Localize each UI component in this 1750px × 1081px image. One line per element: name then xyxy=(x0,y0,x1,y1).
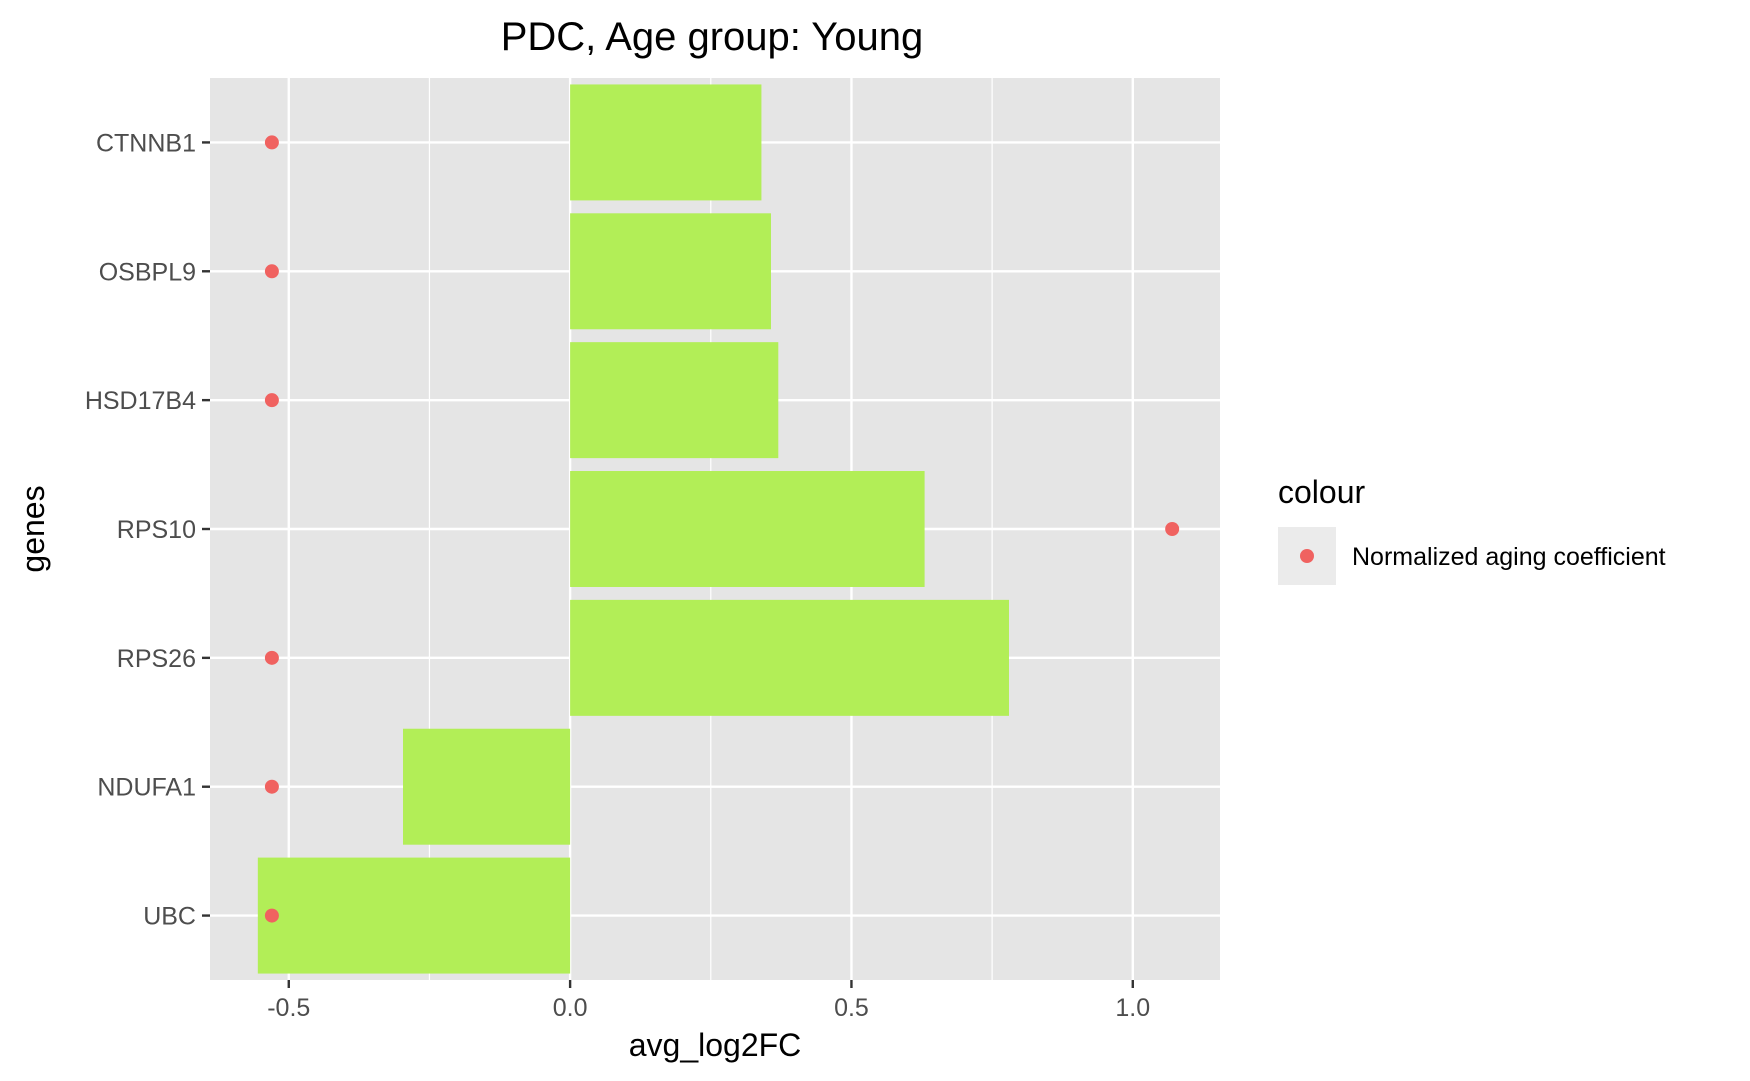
x-tick-label: 0.5 xyxy=(834,994,869,1022)
x-tick-label: -0.5 xyxy=(267,994,310,1022)
point-ubc xyxy=(264,908,279,923)
legend-label: Normalized aging coefficient xyxy=(1352,543,1666,571)
legend: colour Normalized aging coefficient xyxy=(1278,474,1666,585)
point-hsd17b4 xyxy=(264,393,279,408)
y-tick-label: OSBPL9 xyxy=(99,258,196,286)
y-tick-label: RPS10 xyxy=(117,516,196,544)
point-ndufa1 xyxy=(264,779,279,794)
point-rps10 xyxy=(1165,522,1180,536)
bar-ctnnb1 xyxy=(570,84,762,201)
point-rps26 xyxy=(264,650,279,665)
legend-key-point xyxy=(1300,549,1314,563)
points xyxy=(264,135,1180,923)
bar-rps10 xyxy=(570,471,925,587)
bar-osbpl9 xyxy=(570,213,771,330)
y-tick-label: NDUFA1 xyxy=(97,774,196,802)
y-tick-label: RPS26 xyxy=(117,645,196,673)
x-axis-title: avg_log2FC xyxy=(629,1027,802,1063)
x-tick-label: 0.0 xyxy=(553,994,588,1022)
y-tick-label: HSD17B4 xyxy=(85,387,196,415)
y-axis-title: genes xyxy=(15,485,51,572)
x-tick-label: 1.0 xyxy=(1115,994,1150,1022)
point-osbpl9 xyxy=(264,264,279,279)
point-ctnnb1 xyxy=(264,135,279,150)
y-tick-label: CTNNB1 xyxy=(96,129,196,157)
bar-rps26 xyxy=(570,599,1009,716)
legend-title: colour xyxy=(1278,474,1366,510)
bar-ubc xyxy=(257,857,571,974)
bars xyxy=(257,84,1009,974)
bar-ndufa1 xyxy=(402,728,571,845)
bar-hsd17b4 xyxy=(570,342,779,459)
y-tick-label: UBC xyxy=(143,903,196,931)
y-axis: CTNNB1 OSBPL9 HSD17B4 RPS10 RPS26 NDUFA1 UBC xyxy=(85,129,210,931)
chart-title: PDC, Age group: Young xyxy=(501,15,924,59)
x-axis: -0.5 0.0 0.5 1.0 xyxy=(267,980,1150,1022)
